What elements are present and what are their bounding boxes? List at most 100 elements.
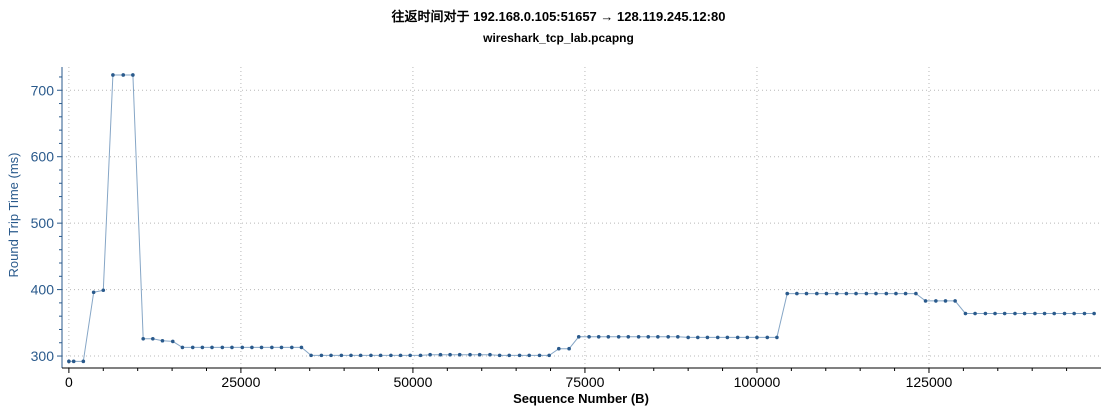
data-point [795,291,799,296]
data-point [785,291,790,296]
data-point [646,334,651,339]
data-point [656,334,660,339]
data-point [200,345,205,350]
data-point [576,334,581,339]
data-point [230,345,234,350]
data-point [468,352,472,357]
data-point [567,346,571,351]
series-line [68,74,1095,362]
data-point [804,291,809,296]
data-point [725,335,730,340]
data-point [101,288,106,293]
data-point [765,335,770,340]
data-point [606,334,611,339]
data-point [705,335,710,340]
data-point [81,359,86,364]
data-point [290,345,294,350]
data-point [695,335,700,340]
data-point [497,353,502,358]
data-point [151,336,155,341]
data-point [953,299,957,303]
data-point [894,291,898,296]
data-point [1082,311,1087,316]
data-point [160,338,165,343]
data-point [1022,311,1027,316]
data-point [854,291,858,296]
data-point [983,311,988,316]
data-point [339,353,344,358]
data-point [556,346,561,351]
data-point [71,359,76,364]
data-point [587,334,591,339]
y-tick-label: 300 [31,348,55,364]
data-point [457,352,462,357]
data-point [874,291,878,296]
data-point [448,352,452,357]
data-point [1062,311,1067,316]
data-point [834,291,839,296]
data-point [923,299,928,303]
y-tick-label: 600 [31,149,55,165]
data-point [358,353,363,358]
data-point [517,353,522,358]
chart-subtitle: wireshark_tcp_lab.pcapng [483,31,634,45]
y-tick-label: 700 [31,82,55,98]
data-point [67,359,71,364]
data-point [309,353,313,358]
x-tick-label: 75000 [565,374,604,390]
data-point [1092,311,1096,316]
data-point [250,345,254,350]
data-point [180,345,185,350]
data-point [616,334,621,339]
data-point [91,290,96,295]
data-point [775,335,779,340]
data-point [319,353,324,358]
data-point [527,353,532,358]
data-point [735,335,740,340]
data-point [844,291,849,296]
data-point [676,334,680,339]
data-point [220,345,225,350]
data-point [963,311,968,316]
data-point [279,345,284,350]
data-point [1002,311,1007,316]
data-point [210,345,214,350]
data-point [636,334,641,339]
data-point [884,291,889,296]
data-point [349,353,353,358]
data-point [111,73,115,77]
data-point [1013,311,1017,316]
data-point [438,352,443,357]
data-point [507,353,512,358]
data-point [369,353,373,358]
data-point [190,345,195,350]
data-point [626,334,631,339]
data-point [934,299,938,303]
data-point [815,291,819,296]
x-tick-label: 125000 [906,374,953,390]
data-point [141,336,145,341]
data-point [973,311,977,316]
chart-title: 往返时间对于 192.168.0.105:51657 → 128.119.245… [391,9,726,24]
data-point [170,339,175,344]
data-point [755,335,759,340]
data-point [943,299,948,303]
data-point [259,345,264,350]
data-point [240,345,245,350]
axes: 300 400 500 600 700 0 25000 50000 75000 100000 125… [31,67,1101,390]
data-point [903,291,908,296]
y-tick-label: 400 [31,282,55,298]
y-axis-title: Round Trip Time (ms) [6,153,21,278]
data-point [270,345,274,350]
data-point [666,334,670,339]
data-point [686,335,690,340]
data-point [547,353,551,358]
grid-lines [62,67,1101,368]
data-point [537,353,542,358]
data-point [488,352,492,357]
data-point [428,352,432,357]
data-point [1033,311,1037,316]
x-axis-title: Sequence Number (B) [513,391,649,406]
data-point [1072,311,1076,316]
